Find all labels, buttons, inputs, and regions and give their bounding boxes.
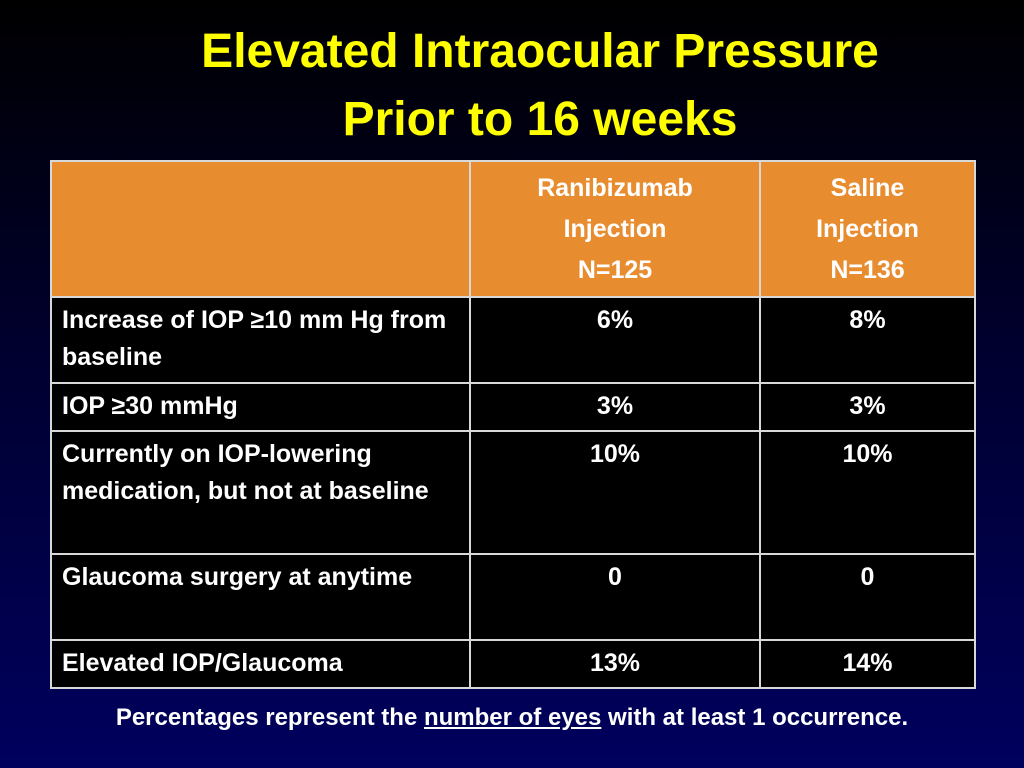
header-saline: Saline Injection N=136 (759, 160, 976, 298)
row-label: Increase of IOP ≥10 mm Hg from baseline (50, 296, 471, 384)
row-label: Currently on IOP-lowering medication, bu… (50, 430, 471, 555)
row-label: Elevated IOP/Glaucoma (50, 639, 471, 689)
footnote-text-start: Percentages represent the (115, 704, 424, 731)
header-saline-line-2: Injection (816, 215, 919, 243)
table-row: Glaucoma surgery at anytime 0 0 (50, 553, 976, 641)
header-saline-line-3: N=136 (830, 256, 905, 284)
results-table: Ranibizumab Injection N=125 Saline Injec… (50, 160, 976, 689)
header-ranibizumab-line-1: Ranibizumab (537, 174, 693, 202)
saline-value: 0 (759, 553, 976, 641)
header-ranibizumab-line-3: N=125 (577, 256, 653, 284)
header-ranibizumab: Ranibizumab Injection N=125 (469, 160, 761, 298)
title-line-1: Elevated Intraocular Pressure (201, 25, 879, 78)
ranibizumab-value: 10% (469, 430, 761, 555)
header-saline-line-1: Saline (830, 174, 905, 202)
table-row: Currently on IOP-lowering medication, bu… (50, 430, 976, 555)
ranibizumab-value: 3% (469, 382, 761, 432)
ranibizumab-value: 0 (469, 553, 761, 641)
row-label: IOP ≥30 mmHg (50, 382, 471, 432)
table-row: Elevated IOP/Glaucoma 13% 14% (50, 639, 976, 689)
saline-value: 14% (759, 639, 976, 689)
table-header-row: Ranibizumab Injection N=125 Saline Injec… (50, 160, 976, 298)
header-empty-cell (50, 160, 471, 298)
row-label: Glaucoma surgery at anytime (50, 553, 471, 641)
saline-value: 10% (759, 430, 976, 555)
footnote: Percentages represent the number of eyes… (0, 704, 1024, 732)
ranibizumab-value: 6% (469, 296, 761, 384)
saline-value: 8% (759, 296, 976, 384)
title-line-2: Prior to 16 weeks (342, 93, 738, 146)
footnote-text-end: with at least 1 occurrence. (601, 704, 909, 731)
header-ranibizumab-line-2: Injection (563, 215, 667, 243)
saline-value: 3% (759, 382, 976, 432)
footnote-emphasis: number of eyes (423, 704, 602, 731)
slide-title: Elevated Intraocular Pressure Prior to 1… (80, 18, 1000, 154)
table-row: IOP ≥30 mmHg 3% 3% (50, 382, 976, 432)
table-row: Increase of IOP ≥10 mm Hg from baseline … (50, 296, 976, 384)
ranibizumab-value: 13% (469, 639, 761, 689)
